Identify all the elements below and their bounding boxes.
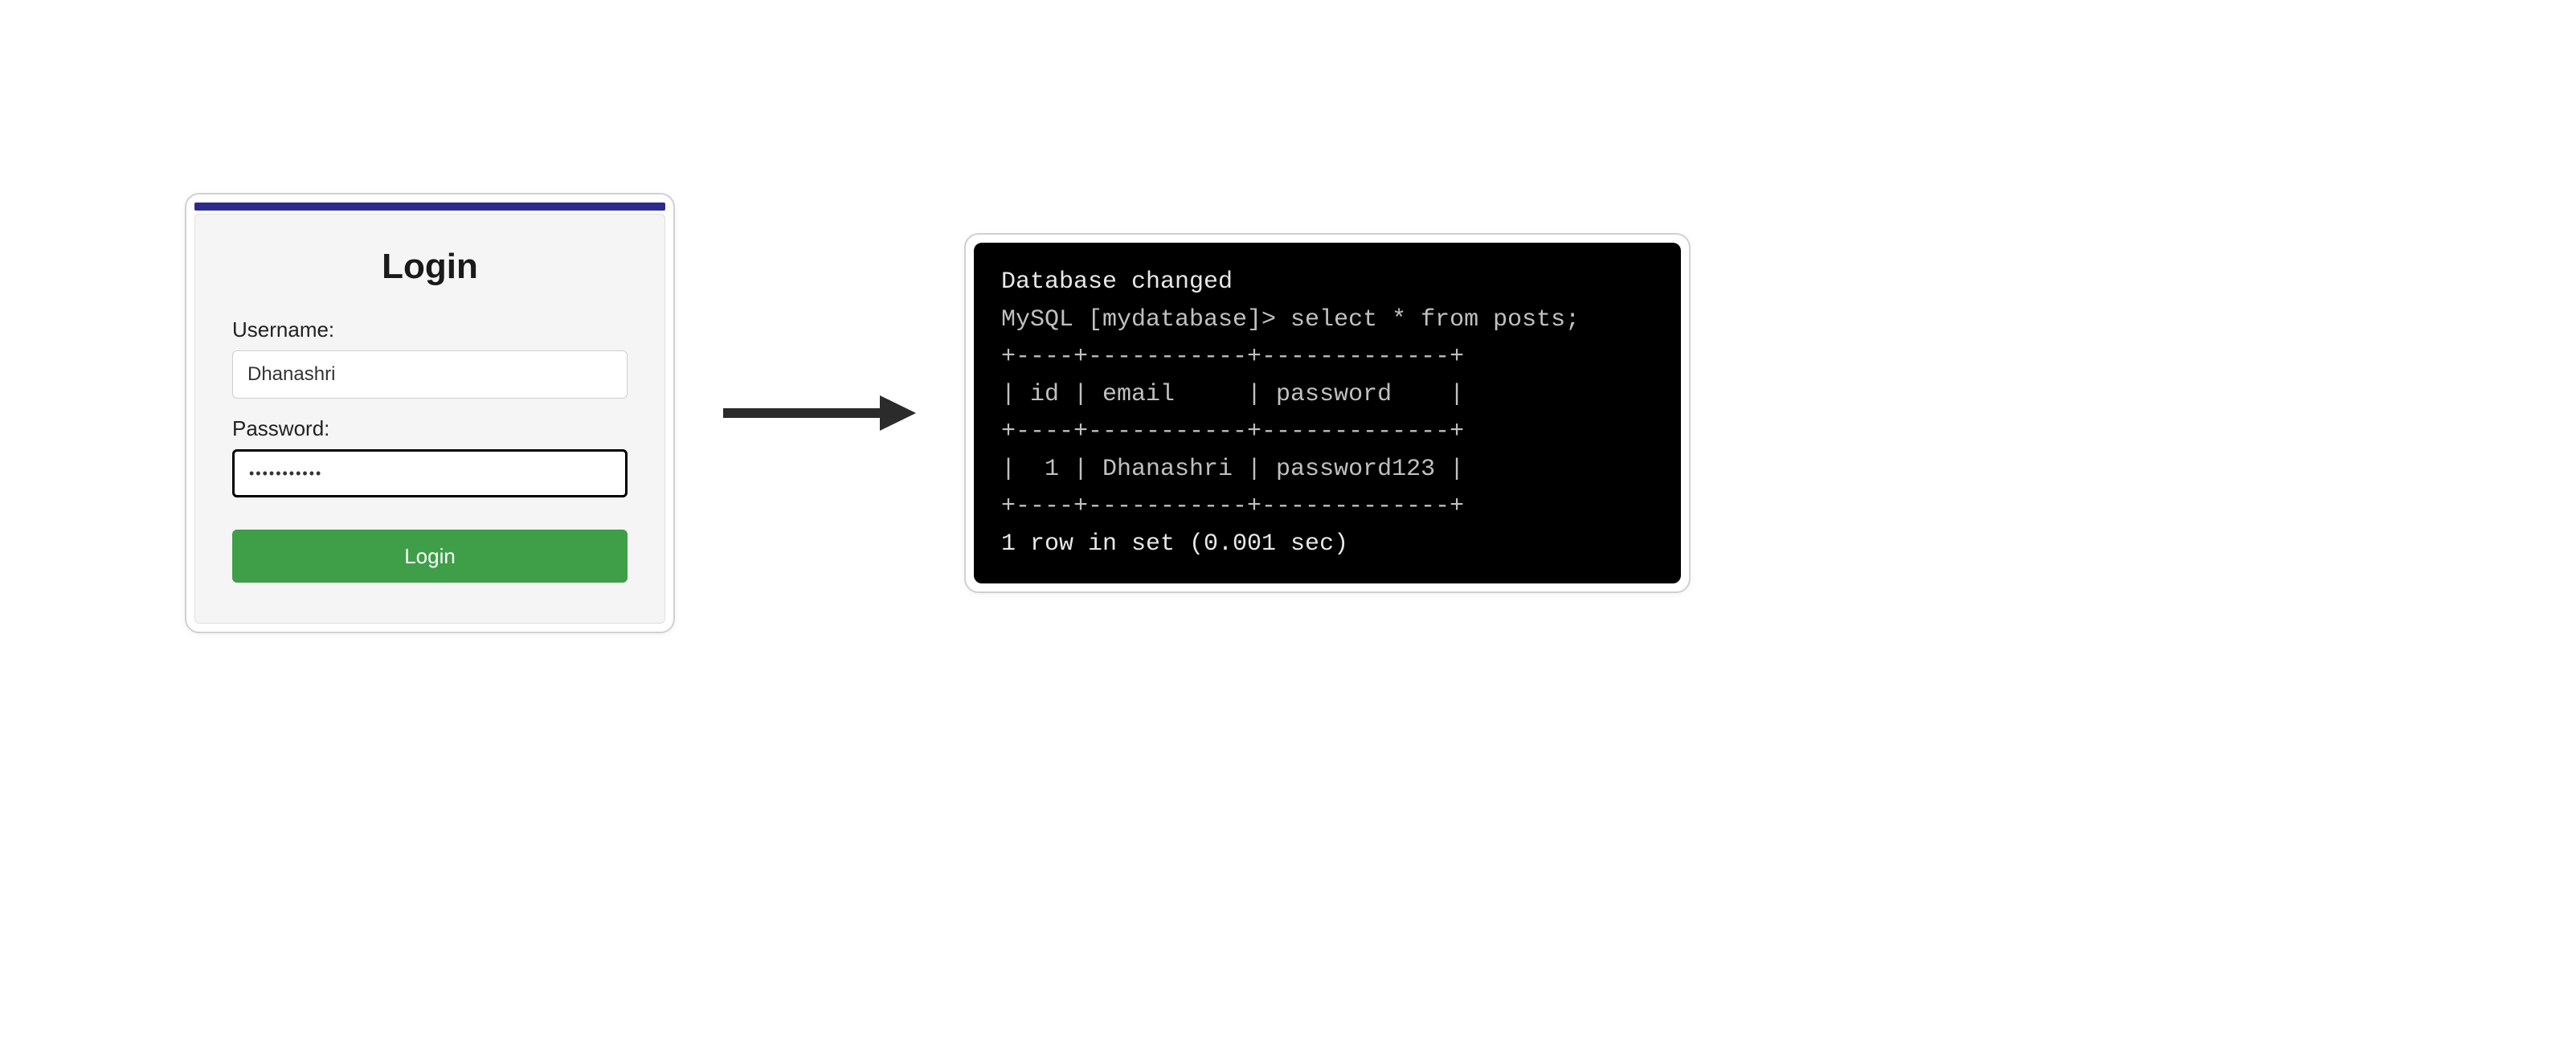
login-button[interactable]: Login [232, 530, 628, 583]
terminal-line: +----+-----------+-------------+ [1001, 418, 1464, 445]
password-field-group: Password: [232, 416, 628, 497]
username-label: Username: [232, 317, 628, 342]
login-form: Login Username: Password: Login [194, 214, 665, 624]
arrow-icon [723, 389, 916, 437]
terminal-panel: Database changed MySQL [mydatabase]> sel… [964, 233, 1691, 593]
login-topbar [194, 203, 665, 211]
login-title: Login [232, 247, 628, 287]
terminal-line: +----+-----------+-------------+ [1001, 343, 1464, 370]
terminal-line: | id | email | password | [1001, 381, 1464, 408]
arrow [723, 389, 916, 437]
password-label: Password: [232, 416, 628, 441]
terminal-line: | 1 | Dhanashri | password123 | [1001, 456, 1464, 483]
login-panel: Login Username: Password: Login [185, 193, 675, 633]
password-input[interactable] [232, 449, 628, 497]
username-input[interactable] [232, 350, 628, 399]
terminal-line: 1 row in set (0.001 sec) [1001, 530, 1348, 558]
terminal-line: +----+-----------+-------------+ [1001, 493, 1464, 520]
diagram-container: Login Username: Password: Login Database… [185, 193, 1691, 633]
terminal-line: Database changed [1001, 268, 1233, 296]
terminal: Database changed MySQL [mydatabase]> sel… [974, 243, 1681, 583]
username-field-group: Username: [232, 317, 628, 399]
terminal-line: MySQL [mydatabase]> select * from posts; [1001, 306, 1580, 334]
